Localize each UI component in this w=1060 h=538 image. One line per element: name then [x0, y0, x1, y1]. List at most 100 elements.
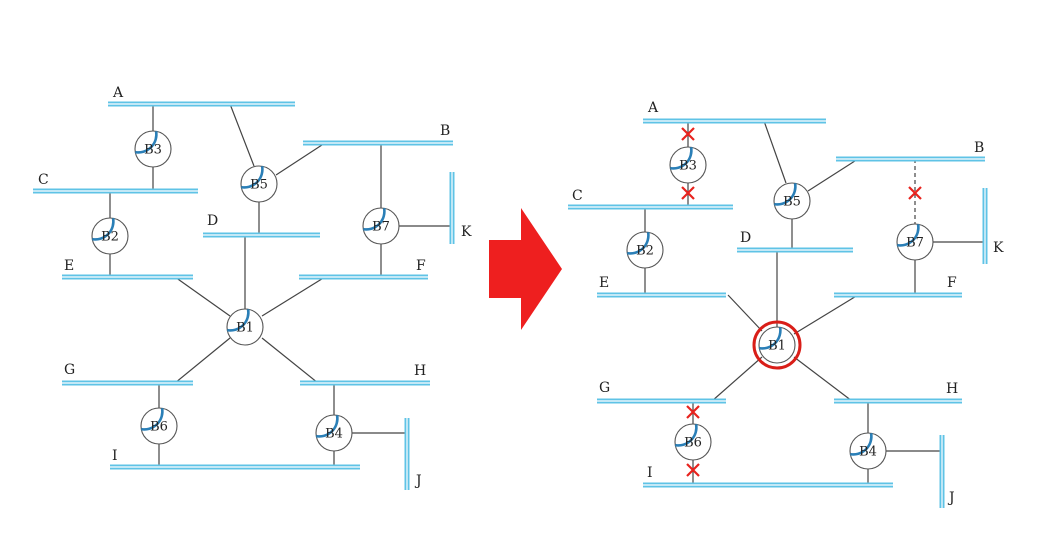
- bridge-node: [140, 407, 178, 445]
- x-stroke: [681, 127, 695, 141]
- bridge-b1: B1: [226, 308, 264, 346]
- lan-b: B: [303, 123, 453, 146]
- links: [644, 120, 985, 485]
- lan-f: F: [299, 258, 428, 280]
- original-topology: A B C D E F G H I J K B1 B2 B3 B4 B5 B6 B7: [33, 85, 472, 490]
- lan-label-d: D: [207, 213, 218, 229]
- lan-label-b: B: [974, 140, 984, 156]
- bridge-link-b1: [261, 337, 319, 384]
- port-accent: [850, 433, 873, 456]
- lan-label-i: I: [112, 448, 118, 464]
- blocked-port-x-icon: [908, 186, 922, 200]
- port-accent: [92, 218, 115, 241]
- bridge-node: [626, 231, 664, 269]
- bridge-node: [134, 130, 172, 168]
- bridge-link-b1: [793, 356, 853, 402]
- lan-label-h: H: [414, 363, 426, 379]
- lan-label-c: C: [38, 172, 49, 188]
- bridge-node: [773, 182, 811, 220]
- lan-label-f: F: [947, 275, 957, 291]
- port-accent: [670, 147, 693, 170]
- bridge-label: B6: [684, 436, 702, 451]
- bridge-b5: B5: [773, 182, 811, 220]
- lan-i: I: [110, 448, 360, 470]
- port-accent: [774, 183, 797, 206]
- bridge-node: [315, 414, 353, 452]
- port-accent: [759, 327, 782, 350]
- bridge-label: B4: [859, 445, 877, 460]
- bridge-node: [896, 223, 934, 261]
- right-arrow-icon: [489, 208, 562, 330]
- lan-i: I: [643, 465, 893, 488]
- blocked-markers: [681, 127, 922, 477]
- lan-label-c: C: [572, 188, 583, 204]
- x-stroke: [908, 186, 922, 200]
- bridge-b5: B5: [240, 165, 278, 203]
- bridge-link-b1: [174, 337, 231, 384]
- bridge-b1: B1: [758, 326, 796, 364]
- transition-arrow: [489, 208, 562, 330]
- spanning-tree-topology: A B C D E F G H I J K B1 B2 B3 B4 B5 B6 B7: [568, 100, 1004, 508]
- port-accent: [316, 415, 339, 438]
- blocked-port-x-icon: [686, 463, 700, 477]
- bridge-label: B6: [150, 420, 168, 435]
- bridge-b4: B4: [315, 414, 353, 452]
- bridge-node: [758, 326, 796, 364]
- bridge-b2: B2: [626, 231, 664, 269]
- bridge-label: B7: [906, 236, 924, 251]
- lan-j: J: [939, 435, 955, 508]
- port-accent: [897, 224, 920, 247]
- lan-label-j: J: [414, 473, 422, 489]
- blocked-port-x-icon: [681, 127, 695, 141]
- lan-e: E: [62, 258, 193, 280]
- port-accent: [675, 424, 698, 447]
- bridge-label: B5: [783, 195, 801, 210]
- lan-label-a: A: [647, 100, 659, 116]
- bridge-link-b5: [807, 158, 859, 192]
- bridge-label: B1: [236, 321, 254, 336]
- lan-a: A: [108, 85, 295, 107]
- lan-label-e: E: [599, 275, 609, 291]
- lan-f: F: [834, 275, 962, 298]
- port-accent: [135, 131, 158, 154]
- root-bridge-ring-icon: [752, 320, 802, 370]
- bridge-node: [669, 146, 707, 184]
- lan-label-k: K: [461, 224, 472, 240]
- links: [109, 103, 452, 467]
- lan-b: B: [836, 140, 985, 162]
- port-accent: [363, 208, 386, 231]
- bridge-node: [91, 217, 129, 255]
- bridge-node: [849, 432, 887, 470]
- lan-a: A: [643, 100, 826, 124]
- port-accent: [627, 232, 650, 255]
- lan-g: G: [62, 362, 193, 386]
- lan-segments: A B C D E F G H I J K: [568, 100, 1004, 508]
- bridge-label: B7: [372, 220, 390, 235]
- bridge-link-b1: [727, 294, 763, 332]
- bridge-label: B4: [325, 427, 343, 442]
- bridge-link-b5: [229, 103, 255, 167]
- port-accent: [241, 166, 264, 189]
- bridge-b6: B6: [674, 423, 712, 461]
- bridge-label: B3: [144, 143, 162, 158]
- bridge-node: [240, 165, 278, 203]
- bridges: B1 B2 B3 B4 B5 B6 B7: [91, 130, 400, 452]
- lan-h: H: [834, 381, 962, 404]
- bridge-label: B5: [250, 178, 268, 193]
- lan-j: J: [404, 418, 422, 490]
- lan-d: D: [203, 213, 320, 238]
- lan-e: E: [597, 275, 726, 298]
- bridge-b6: B6: [140, 407, 178, 445]
- lan-label-f: F: [416, 258, 426, 274]
- lan-d: D: [737, 230, 853, 253]
- bridge-b2: B2: [91, 217, 129, 255]
- bridge-label: B2: [101, 230, 119, 245]
- lan-label-g: G: [599, 380, 610, 396]
- bridge-link-b5: [763, 120, 787, 184]
- bridge-label: B2: [636, 244, 654, 259]
- blocked-port-x-icon: [681, 186, 695, 200]
- bridge-link-b1: [711, 356, 763, 402]
- lan-label-e: E: [64, 258, 74, 274]
- lan-segments: A B C D E F G H I J K: [33, 85, 472, 490]
